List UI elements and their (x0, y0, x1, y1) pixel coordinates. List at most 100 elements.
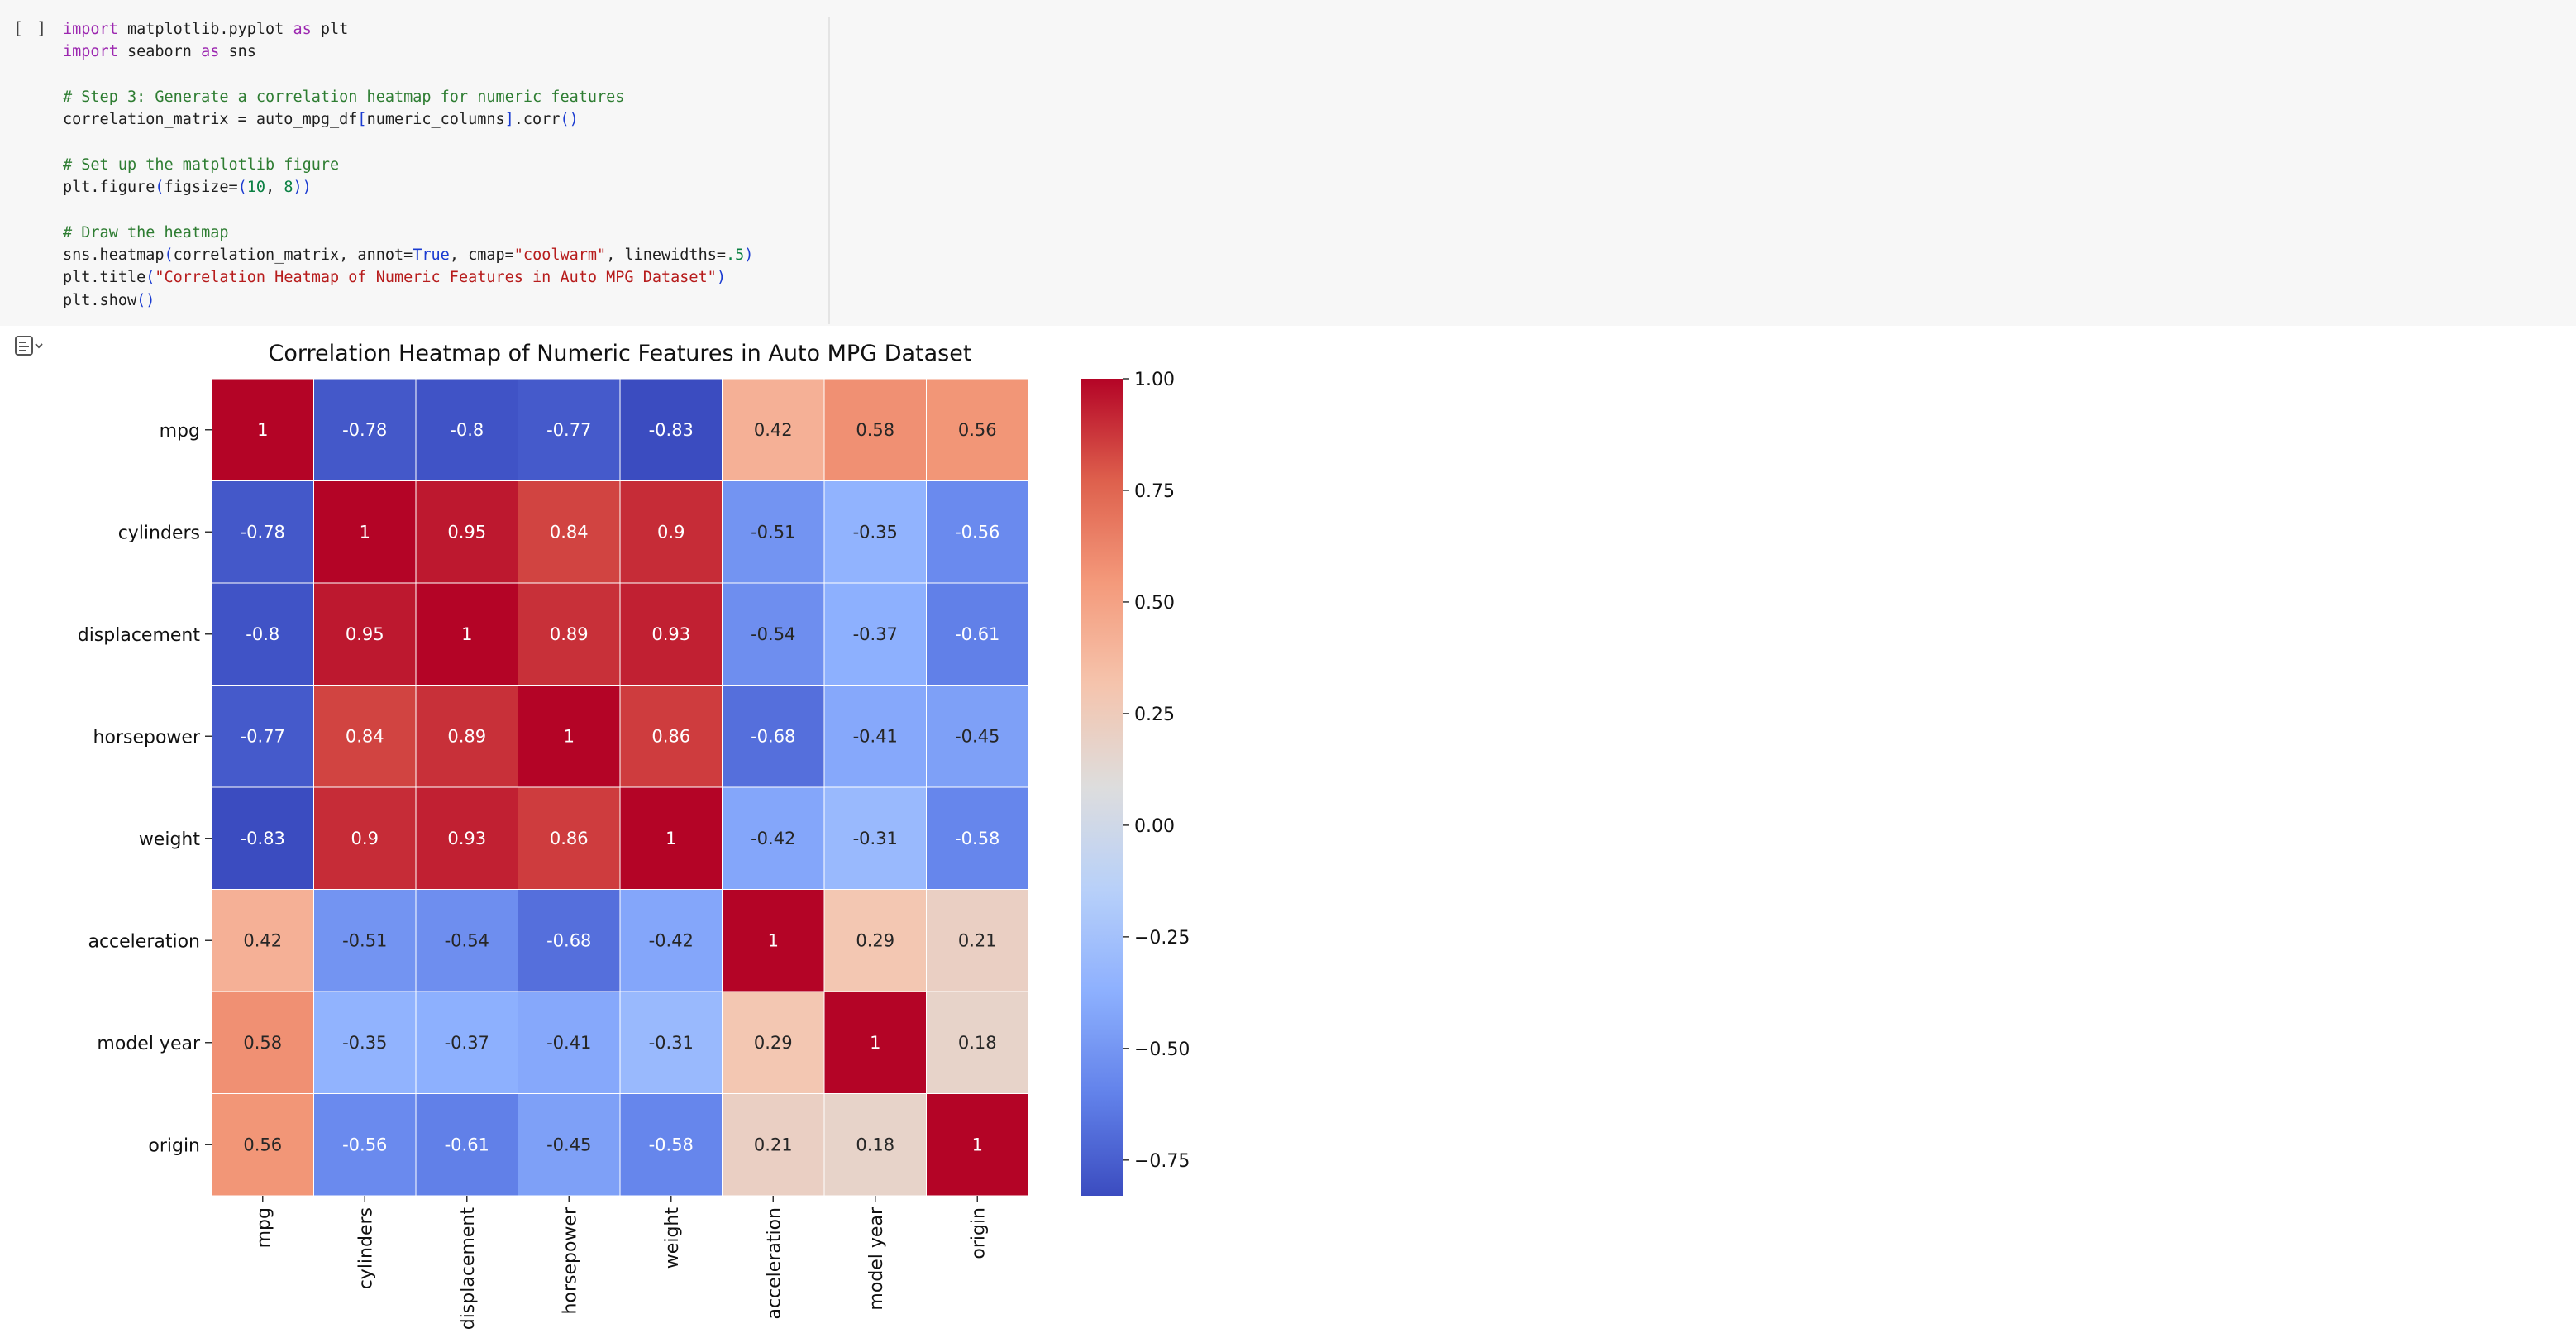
code-line (63, 64, 753, 86)
output-toggle-icon[interactable] (13, 334, 45, 359)
chart-title: Correlation Heatmap of Numeric Features … (269, 341, 972, 366)
cell-annotation: 0.95 (346, 624, 384, 644)
heatmap-cell (619, 480, 723, 584)
colorbar-tick-label: 0.25 (1134, 705, 1175, 725)
code-token: plt.title (63, 269, 146, 287)
code-token: # Set up the matplotlib figure (63, 155, 340, 174)
run-cell-button[interactable]: [ ] (13, 18, 49, 38)
code-token: , (265, 179, 284, 197)
cell-annotation: -0.51 (751, 522, 795, 542)
cell-annotation: -0.83 (241, 829, 285, 848)
code-token: plt (311, 21, 349, 38)
code-token: .corr (513, 111, 561, 129)
cell-annotation: 0.29 (754, 1033, 793, 1053)
cell-annotation: -0.45 (546, 1135, 591, 1154)
heatmap-cell (313, 480, 417, 584)
heatmap-cell (313, 1093, 417, 1197)
colorbar-tick-label: 0.00 (1134, 816, 1175, 837)
cell-annotation: -0.42 (649, 930, 694, 950)
cell-annotation: 0.21 (958, 930, 997, 950)
cell-annotation: 0.89 (550, 624, 589, 644)
cell-annotation: -0.54 (751, 624, 795, 644)
code-token: [ (357, 111, 367, 129)
code-token: () (136, 291, 155, 309)
code-token: ( (145, 269, 155, 287)
cell-annotation: 1 (461, 624, 472, 644)
colorbar-tick-label: 1.00 (1134, 370, 1175, 390)
y-tick-label: cylinders (118, 523, 200, 543)
heatmap-cell (518, 480, 621, 584)
x-tick-label: cylinders (355, 1207, 376, 1289)
heatmap-figure: Correlation Heatmap of Numeric Features … (78, 341, 1190, 1331)
heatmap-cell (926, 685, 1029, 788)
colorbar-tick-label: −0.50 (1134, 1039, 1190, 1060)
code-token: correlation_matrix, annot= (173, 246, 413, 264)
cell-annotation: -0.37 (445, 1033, 489, 1053)
code-token: as (201, 43, 220, 61)
code-token: 10 (246, 179, 266, 197)
code-line: plt.title("Correlation Heatmap of Numeri… (63, 266, 753, 289)
code-token: import (63, 43, 118, 61)
cell-annotation: 1 (257, 420, 268, 440)
heatmap-cell (722, 685, 825, 788)
cell-annotation: 1 (972, 1135, 983, 1154)
code-token: ( (164, 246, 174, 264)
x-tick-label: mpg (254, 1207, 274, 1248)
code-editor[interactable]: import matplotlib.pyplot as plt import se… (63, 18, 753, 312)
cell-annotation: -0.42 (751, 829, 795, 848)
cell-annotation: -0.58 (649, 1135, 694, 1154)
cell-annotation: 0.58 (856, 420, 894, 440)
cell-annotation: 0.58 (243, 1033, 282, 1053)
code-token: .5 (725, 246, 745, 264)
x-tick-label: weight (662, 1207, 683, 1269)
heatmap-cell (313, 582, 417, 686)
cell-annotation: -0.56 (955, 522, 999, 542)
heatmap-cell (518, 582, 621, 686)
heatmap-cell (415, 889, 518, 992)
x-tick-label: displacement (458, 1207, 479, 1331)
heatmap-cell (619, 378, 723, 481)
code-line: plt.figure(figsize=(10, 8)) (63, 176, 753, 198)
cell-annotation: -0.35 (342, 1033, 387, 1053)
y-tick-label: horsepower (93, 727, 201, 748)
code-token: sns (219, 43, 256, 61)
heatmap-cell (415, 685, 518, 788)
heatmap-cell (926, 786, 1029, 890)
x-tick-label: origin (968, 1207, 989, 1259)
code-line: # Set up the matplotlib figure (63, 154, 753, 176)
cell-annotation: -0.56 (342, 1135, 387, 1154)
cell-annotation: -0.78 (241, 522, 285, 542)
code-token: seaborn (117, 43, 202, 61)
colorbar-tick-label: −0.25 (1134, 928, 1190, 949)
cell-annotation: -0.35 (853, 522, 898, 542)
code-token: "coolwarm" (513, 246, 607, 264)
code-token: as (293, 21, 312, 38)
code-token: # Step 3: Generate a correlation heatmap… (63, 88, 625, 106)
heatmap-cell (518, 991, 621, 1094)
cell-annotation: 0.9 (351, 829, 379, 848)
heatmap-cell (823, 582, 927, 686)
code-token: plt.figure (63, 179, 155, 197)
cell-annotation: 0.18 (856, 1135, 894, 1154)
cell-annotation: -0.8 (246, 624, 279, 644)
colorbar (1081, 379, 1123, 1196)
cell-annotation: -0.8 (450, 420, 484, 440)
heatmap-cell (415, 991, 518, 1094)
cell-annotation: -0.68 (546, 930, 591, 950)
cell-annotation: 0.21 (754, 1135, 793, 1154)
code-line: # Step 3: Generate a correlation heatmap… (63, 86, 753, 108)
code-line (63, 198, 753, 221)
cell-annotation: 0.56 (958, 420, 997, 440)
cell-annotation: 0.95 (447, 522, 486, 542)
y-tick-label: weight (139, 829, 201, 850)
code-line (63, 131, 753, 153)
code-cell[interactable]: [ ] import matplotlib.pyplot as plt impor… (0, 0, 2576, 326)
heatmap-cell (313, 991, 417, 1094)
code-line: correlation_matrix = auto_mpg_df[numeric… (63, 108, 753, 131)
code-token: numeric_columns (366, 111, 505, 129)
cell-annotation: 0.89 (447, 726, 486, 746)
heatmap-cell (619, 685, 723, 788)
colorbar-tick-label: 0.50 (1134, 593, 1175, 614)
cell-annotation: -0.41 (546, 1033, 591, 1053)
heatmap-cell (722, 582, 825, 686)
